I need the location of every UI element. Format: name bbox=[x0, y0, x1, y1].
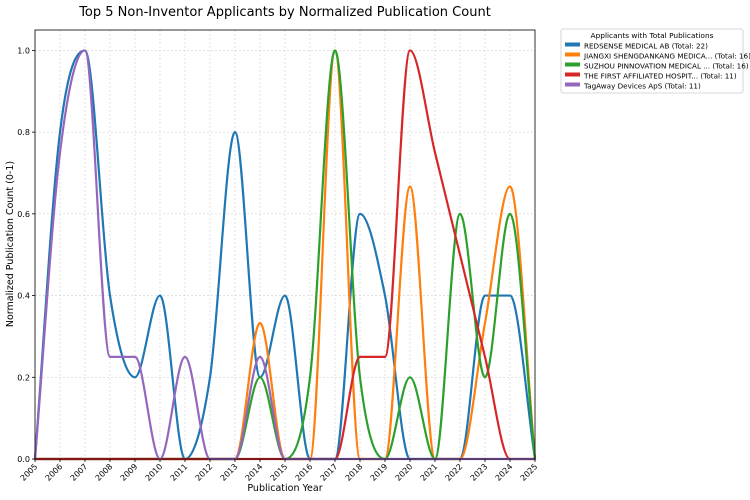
x-tick-label: 2021 bbox=[419, 462, 440, 483]
y-tick-label: 0.4 bbox=[17, 292, 30, 301]
x-tick-label: 2011 bbox=[169, 462, 190, 483]
x-ticks: 2005200620072008200920102011201220132014… bbox=[19, 459, 540, 483]
y-tick-label: 0.6 bbox=[17, 210, 30, 219]
y-tick-label: 1.0 bbox=[17, 46, 30, 55]
x-tick-label: 2025 bbox=[519, 462, 540, 483]
x-tick-label: 2012 bbox=[194, 462, 215, 483]
x-tick-label: 2024 bbox=[494, 462, 515, 483]
x-tick-label: 2017 bbox=[319, 462, 340, 483]
x-tick-label: 2015 bbox=[269, 462, 290, 483]
x-tick-label: 2010 bbox=[144, 462, 165, 483]
grid bbox=[35, 30, 535, 459]
y-tick-label: 0.0 bbox=[17, 455, 30, 464]
y-tick-label: 0.8 bbox=[17, 128, 30, 137]
y-axis-label: Normalized Publication Count (0-1) bbox=[5, 161, 16, 327]
x-tick-label: 2013 bbox=[219, 462, 240, 483]
x-tick-label: 2016 bbox=[294, 462, 315, 483]
x-tick-label: 2008 bbox=[94, 462, 115, 483]
legend-swatch bbox=[565, 53, 580, 57]
legend-label: REDSENSE MEDICAL AB (Total: 22) bbox=[584, 42, 708, 51]
chart-title: Top 5 Non-Inventor Applicants by Normali… bbox=[78, 5, 491, 20]
x-tick-label: 2006 bbox=[44, 462, 65, 483]
x-tick-label: 2022 bbox=[444, 462, 465, 483]
x-tick-label: 2007 bbox=[69, 462, 90, 483]
legend-label: JIANGXI SHENGDANKANG MEDICA... (Total: 1… bbox=[583, 52, 750, 61]
legend-title: Applicants with Total Publications bbox=[591, 31, 714, 40]
legend-swatch bbox=[565, 73, 580, 77]
x-tick-label: 2014 bbox=[244, 462, 265, 483]
y-ticks: 0.0 0.2 0.4 0.6 0.8 1.0 bbox=[17, 46, 35, 464]
x-tick-label: 2023 bbox=[469, 462, 490, 483]
x-tick-label: 2018 bbox=[344, 462, 365, 483]
x-tick-label: 2005 bbox=[19, 462, 40, 483]
legend-swatch bbox=[565, 43, 580, 47]
x-tick-label: 2009 bbox=[119, 462, 140, 483]
x-tick-label: 2020 bbox=[394, 462, 415, 483]
y-tick-label: 0.2 bbox=[17, 373, 30, 382]
legend-swatch bbox=[565, 83, 580, 87]
legend-swatch bbox=[565, 63, 580, 67]
x-tick-label: 2019 bbox=[369, 462, 390, 483]
legend: Applicants with Total Publications REDSE… bbox=[561, 29, 750, 93]
legend-label: THE FIRST AFFILIATED HOSPIT... (Total: 1… bbox=[583, 72, 737, 81]
x-axis-label: Publication Year bbox=[247, 483, 322, 494]
legend-label: TagAway Devices ApS (Total: 11) bbox=[583, 82, 701, 91]
legend-label: SUZHOU PINNOVATION MEDICAL ... (Total: 1… bbox=[584, 62, 749, 71]
